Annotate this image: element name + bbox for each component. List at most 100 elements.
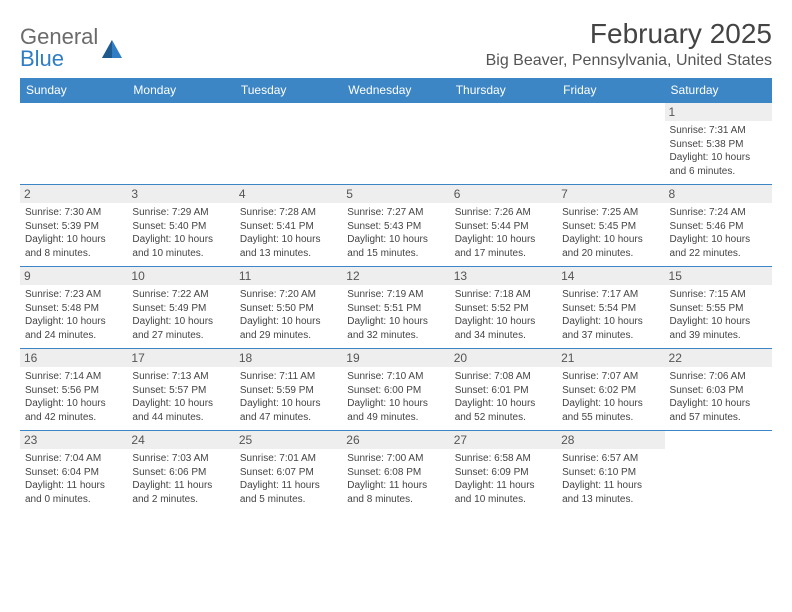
sunset-text: Sunset: 5:39 PM xyxy=(25,220,122,234)
day-details: Sunrise: 7:29 AMSunset: 5:40 PMDaylight:… xyxy=(132,206,229,260)
sunset-text: Sunset: 5:55 PM xyxy=(670,302,767,316)
sunset-text: Sunset: 6:03 PM xyxy=(670,384,767,398)
day-header-row: Sunday Monday Tuesday Wednesday Thursday… xyxy=(20,78,772,103)
day-details: Sunrise: 7:04 AMSunset: 6:04 PMDaylight:… xyxy=(25,452,122,506)
day-cell: 16Sunrise: 7:14 AMSunset: 5:56 PMDayligh… xyxy=(20,349,127,431)
daylight-text: Daylight: 10 hours and 10 minutes. xyxy=(132,233,229,260)
sunset-text: Sunset: 6:01 PM xyxy=(455,384,552,398)
sunset-text: Sunset: 5:44 PM xyxy=(455,220,552,234)
day-number: 27 xyxy=(450,431,557,449)
sunset-text: Sunset: 6:07 PM xyxy=(240,466,337,480)
logo-text-blue: Blue xyxy=(20,46,98,72)
daylight-text: Daylight: 11 hours and 0 minutes. xyxy=(25,479,122,506)
daylight-text: Daylight: 10 hours and 47 minutes. xyxy=(240,397,337,424)
sunrise-text: Sunrise: 7:20 AM xyxy=(240,288,337,302)
day-number: 8 xyxy=(665,185,772,203)
day-number: 15 xyxy=(665,267,772,285)
week-row: 23Sunrise: 7:04 AMSunset: 6:04 PMDayligh… xyxy=(20,431,772,513)
week-row: 16Sunrise: 7:14 AMSunset: 5:56 PMDayligh… xyxy=(20,349,772,431)
day-number: 26 xyxy=(342,431,449,449)
day-cell: 28Sunrise: 6:57 AMSunset: 6:10 PMDayligh… xyxy=(557,431,664,513)
sunset-text: Sunset: 6:04 PM xyxy=(25,466,122,480)
day-number: 9 xyxy=(20,267,127,285)
sunrise-text: Sunrise: 7:24 AM xyxy=(670,206,767,220)
brand-logo: General Blue xyxy=(20,24,124,72)
day-cell: 5Sunrise: 7:27 AMSunset: 5:43 PMDaylight… xyxy=(342,185,449,267)
week-row: 1Sunrise: 7:31 AMSunset: 5:38 PMDaylight… xyxy=(20,103,772,185)
day-number: 14 xyxy=(557,267,664,285)
daylight-text: Daylight: 10 hours and 29 minutes. xyxy=(240,315,337,342)
daylight-text: Daylight: 11 hours and 8 minutes. xyxy=(347,479,444,506)
day-details: Sunrise: 7:01 AMSunset: 6:07 PMDaylight:… xyxy=(240,452,337,506)
day-details: Sunrise: 7:28 AMSunset: 5:41 PMDaylight:… xyxy=(240,206,337,260)
day-number: 13 xyxy=(450,267,557,285)
sunset-text: Sunset: 6:06 PM xyxy=(132,466,229,480)
sunset-text: Sunset: 5:41 PM xyxy=(240,220,337,234)
day-cell: 20 Sunrise: 7:08 AMSunset: 6:01 PMDayligh… xyxy=(450,349,557,431)
day-header-thu: Thursday xyxy=(450,78,557,103)
sunset-text: Sunset: 5:43 PM xyxy=(347,220,444,234)
day-number: 28 xyxy=(557,431,664,449)
day-number: 18 xyxy=(235,349,342,367)
sunset-text: Sunset: 5:57 PM xyxy=(132,384,229,398)
day-details: Sunrise: 7:19 AMSunset: 5:51 PMDaylight:… xyxy=(347,288,444,342)
week-row: 9 Sunrise: 7:23 AMSunset: 5:48 PMDaylight… xyxy=(20,267,772,349)
day-cell: 6Sunrise: 7:26 AMSunset: 5:44 PMDaylight… xyxy=(450,185,557,267)
day-cell: 1Sunrise: 7:31 AMSunset: 5:38 PMDaylight… xyxy=(665,103,772,185)
sunrise-text: Sunrise: 7:29 AM xyxy=(132,206,229,220)
day-details: Sunrise: 7:00 AMSunset: 6:08 PMDaylight:… xyxy=(347,452,444,506)
day-number: 20 xyxy=(450,349,557,367)
day-details: Sunrise: 7:20 AMSunset: 5:50 PMDaylight:… xyxy=(240,288,337,342)
day-details: Sunrise: 7:11 AMSunset: 5:59 PMDaylight:… xyxy=(240,370,337,424)
sunrise-text: Sunrise: 7:25 AM xyxy=(562,206,659,220)
sunrise-text: Sunrise: 7:22 AM xyxy=(132,288,229,302)
daylight-text: Daylight: 10 hours and 27 minutes. xyxy=(132,315,229,342)
day-details: Sunrise: 7:23 AMSunset: 5:48 PMDaylight:… xyxy=(25,288,122,342)
day-number: 24 xyxy=(127,431,234,449)
sunrise-text: Sunrise: 7:30 AM xyxy=(25,206,122,220)
sunrise-text: Sunrise: 7:19 AM xyxy=(347,288,444,302)
calendar-page: General Blue February 2025 Big Beaver, P… xyxy=(0,0,792,612)
day-cell xyxy=(557,103,664,185)
daylight-text: Daylight: 10 hours and 24 minutes. xyxy=(25,315,122,342)
daylight-text: Daylight: 11 hours and 5 minutes. xyxy=(240,479,337,506)
day-cell: 19Sunrise: 7:10 AMSunset: 6:00 PMDayligh… xyxy=(342,349,449,431)
sunset-text: Sunset: 5:40 PM xyxy=(132,220,229,234)
month-title: February 2025 xyxy=(486,18,772,50)
logo-text-block: General Blue xyxy=(20,24,98,72)
day-header-wed: Wednesday xyxy=(342,78,449,103)
location-subtitle: Big Beaver, Pennsylvania, United States xyxy=(486,52,772,70)
day-details: Sunrise: 7:13 AMSunset: 5:57 PMDaylight:… xyxy=(132,370,229,424)
day-number: 2 xyxy=(20,185,127,203)
day-cell: 7Sunrise: 7:25 AMSunset: 5:45 PMDaylight… xyxy=(557,185,664,267)
day-cell xyxy=(20,103,127,185)
day-number: 12 xyxy=(342,267,449,285)
day-number: 22 xyxy=(665,349,772,367)
daylight-text: Daylight: 10 hours and 17 minutes. xyxy=(455,233,552,260)
day-cell: 3Sunrise: 7:29 AMSunset: 5:40 PMDaylight… xyxy=(127,185,234,267)
day-details: Sunrise: 7:24 AMSunset: 5:46 PMDaylight:… xyxy=(670,206,767,260)
sunset-text: Sunset: 5:51 PM xyxy=(347,302,444,316)
sunset-text: Sunset: 5:45 PM xyxy=(562,220,659,234)
day-cell: 4Sunrise: 7:28 AMSunset: 5:41 PMDaylight… xyxy=(235,185,342,267)
day-details: Sunrise: 7:08 AMSunset: 6:01 PMDaylight:… xyxy=(455,370,552,424)
sunrise-text: Sunrise: 7:10 AM xyxy=(347,370,444,384)
day-cell: 12 Sunrise: 7:19 AMSunset: 5:51 PMDayligh… xyxy=(342,267,449,349)
day-details: Sunrise: 7:26 AMSunset: 5:44 PMDaylight:… xyxy=(455,206,552,260)
day-cell: 14Sunrise: 7:17 AMSunset: 5:54 PMDayligh… xyxy=(557,267,664,349)
sunrise-text: Sunrise: 7:13 AM xyxy=(132,370,229,384)
day-cell: 13Sunrise: 7:18 AMSunset: 5:52 PMDayligh… xyxy=(450,267,557,349)
sunrise-text: Sunrise: 7:18 AM xyxy=(455,288,552,302)
day-number: 5 xyxy=(342,185,449,203)
sunset-text: Sunset: 5:52 PM xyxy=(455,302,552,316)
day-number: 16 xyxy=(20,349,127,367)
calendar-table: Sunday Monday Tuesday Wednesday Thursday… xyxy=(20,78,772,512)
day-cell: 18 Sunrise: 7:11 AMSunset: 5:59 PMDayligh… xyxy=(235,349,342,431)
daylight-text: Daylight: 10 hours and 57 minutes. xyxy=(670,397,767,424)
day-cell: 25Sunrise: 7:01 AMSunset: 6:07 PMDayligh… xyxy=(235,431,342,513)
sunrise-text: Sunrise: 7:17 AM xyxy=(562,288,659,302)
day-cell xyxy=(342,103,449,185)
sunrise-text: Sunrise: 7:28 AM xyxy=(240,206,337,220)
day-details: Sunrise: 7:22 AMSunset: 5:49 PMDaylight:… xyxy=(132,288,229,342)
day-cell: 27Sunrise: 6:58 AMSunset: 6:09 PMDayligh… xyxy=(450,431,557,513)
